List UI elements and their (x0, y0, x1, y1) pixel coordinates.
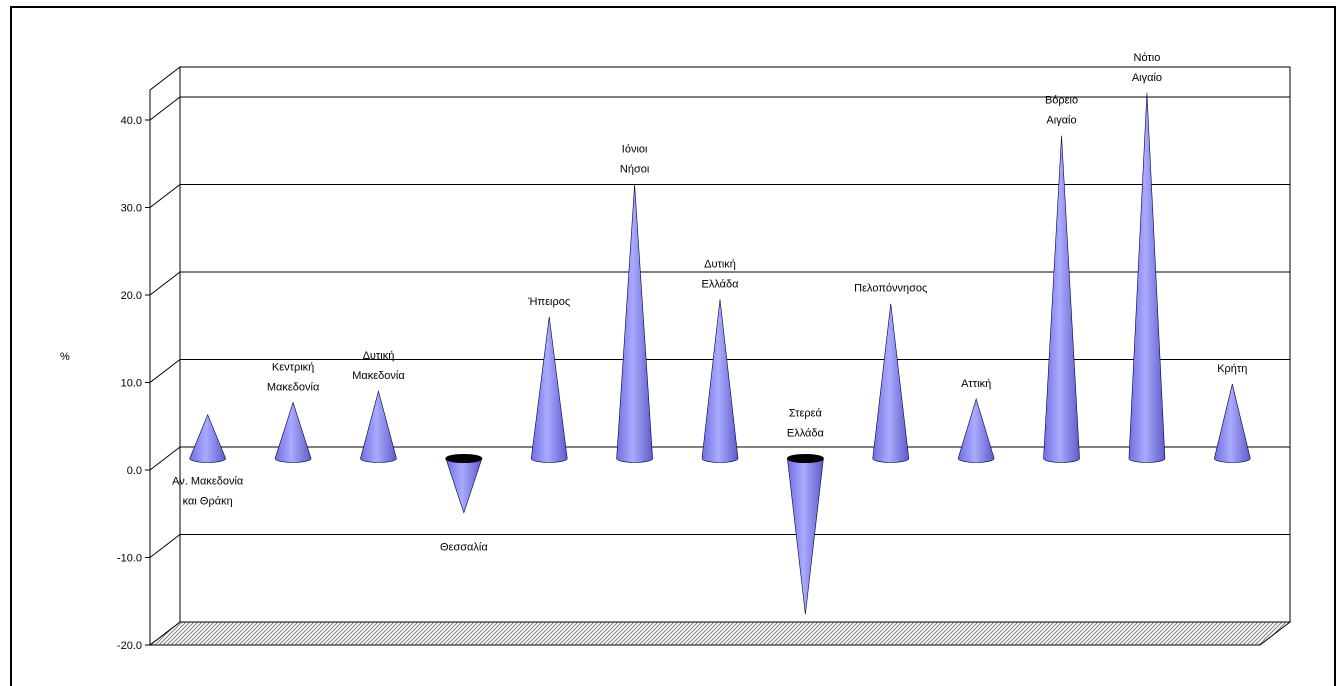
y-tick-label: -20.0 (117, 640, 142, 652)
cone-body (530, 316, 568, 463)
category-label: Αιγαίο (1132, 72, 1162, 84)
gridline-side (149, 184, 181, 208)
category-label: Νήσοι (620, 164, 650, 176)
cone-bar (872, 303, 910, 463)
y-tick-label: 20.0 (121, 290, 142, 302)
y-tick-label: -10.0 (117, 553, 142, 565)
cone-body (274, 401, 312, 463)
category-label: Νότιο (1134, 52, 1161, 64)
y-axis: -20.0 -10.0 0.0 10.0 20.0 30.0 40.0 (117, 115, 150, 652)
cone-bar (701, 299, 739, 463)
category-label: Στερεά (789, 408, 823, 420)
chart-side-wall (149, 65, 181, 647)
gridline-side (149, 359, 181, 383)
category-label: Κεντρική (272, 362, 314, 374)
category-label: Βόρειο (1045, 95, 1078, 107)
category-label: Δυτική (363, 350, 395, 362)
cone-body (445, 458, 483, 514)
gridline-side (149, 96, 181, 121)
cone-body (787, 458, 824, 615)
cone-bar (1043, 135, 1080, 463)
chart-frame (10, 6, 1336, 686)
category-label: Ιόνιοι (622, 144, 648, 156)
cone-body (701, 299, 739, 463)
category-labels: Αν. Μακεδονία και Θράκη Κεντρική Μακεδονία Δ… (172, 52, 1247, 554)
chart-walls (148, 65, 1292, 647)
category-label: Ελλάδα (787, 428, 825, 440)
cone-base (445, 454, 483, 463)
cone-body (957, 397, 995, 463)
cone-body (1043, 135, 1080, 463)
gridline-side (149, 271, 181, 296)
category-label: Κρήτη (1217, 363, 1247, 375)
cone-body (616, 184, 653, 463)
cone-bar (1214, 384, 1251, 463)
category-label: και Θράκη (183, 496, 233, 508)
cone-body (360, 389, 397, 463)
category-label: Ήπειρος (527, 296, 570, 308)
cone-bar (445, 454, 483, 514)
category-label: Πελοπόννησος (854, 283, 927, 295)
category-label: Δυτική (704, 258, 736, 270)
gridline-side (149, 446, 181, 471)
y-tick-label: 30.0 (121, 203, 142, 215)
category-label: Αν. Μακεδονία (172, 476, 244, 488)
category-label: Μακεδονία (267, 382, 320, 394)
y-axis-title: % (60, 351, 70, 363)
cone-body (1128, 92, 1166, 463)
y-tick-label: 10.0 (121, 378, 142, 390)
cone-bar (274, 401, 312, 463)
cone-bar (360, 389, 397, 463)
category-label: Θεσσαλία (440, 542, 488, 554)
cone-body (1214, 384, 1251, 463)
cone-bar (530, 316, 568, 463)
gridline-side (149, 534, 181, 558)
cone-bar (189, 413, 226, 463)
cone-body (189, 413, 226, 463)
cone-base (786, 454, 824, 463)
chart-marks (189, 92, 1251, 615)
cone-body (872, 303, 910, 463)
category-label: Αιγαίο (1046, 115, 1076, 127)
cone-bar (786, 454, 824, 615)
y-tick-label: 40.0 (121, 115, 142, 127)
category-label: Ελλάδα (701, 278, 739, 290)
cone-bar (1128, 92, 1166, 463)
chart-floor (148, 621, 1292, 646)
category-label: Αττική (961, 378, 991, 390)
cone-bar (957, 397, 995, 463)
y-tick-label: 0.0 (127, 465, 142, 477)
chart-back-wall (179, 66, 1291, 623)
category-label: Μακεδονία (352, 370, 405, 382)
cone-bar (616, 184, 653, 463)
